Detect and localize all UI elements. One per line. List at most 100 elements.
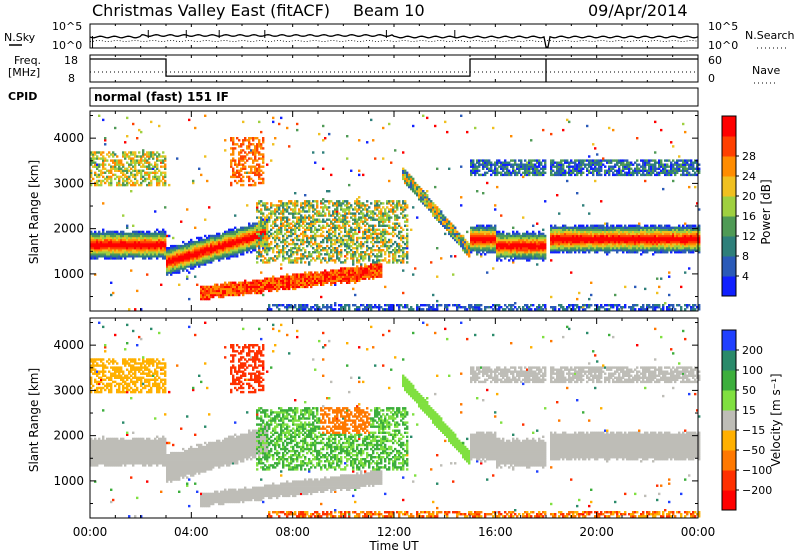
power-cell: [340, 304, 343, 307]
power-cell: [114, 234, 117, 238]
power-cell: [304, 273, 307, 276]
power-cell: [296, 234, 299, 238]
power-cell: [378, 228, 381, 231]
power-cell: [300, 277, 303, 280]
power-cell: [412, 124, 415, 128]
power-cell: [154, 251, 157, 254]
power-cell: [140, 161, 143, 164]
power-cell: [328, 238, 331, 242]
power-cell: [346, 157, 349, 160]
power-cell: [312, 220, 315, 223]
power-cell: [304, 200, 307, 203]
power-cell: [96, 240, 99, 244]
noise-ytick-top: 10^5: [52, 20, 82, 33]
power-cell: [326, 249, 329, 252]
power-cell: [320, 200, 323, 203]
power-cell: [94, 153, 97, 156]
power-cell: [192, 244, 195, 248]
power-cell: [338, 228, 341, 231]
power-cell: [166, 251, 169, 254]
power-cell: [340, 267, 343, 270]
power-cell: [402, 234, 405, 238]
power-cell: [328, 271, 331, 274]
power-cell: [316, 214, 319, 217]
power-cell: [352, 257, 355, 260]
power-cell: [264, 202, 267, 205]
power-cell: [362, 244, 365, 248]
power-cell: [138, 240, 141, 244]
power-cell: [162, 257, 165, 260]
power-cell: [164, 165, 167, 168]
power-cell: [170, 257, 173, 260]
power-cell: [130, 232, 133, 236]
power-cell: [346, 216, 349, 219]
power-cell: [216, 249, 219, 252]
power-cell: [282, 287, 285, 291]
power-cell: [194, 247, 197, 250]
power-cell: [308, 214, 311, 217]
power-cell: [282, 222, 285, 225]
power-cell: [342, 200, 345, 203]
power-cell: [244, 167, 247, 170]
power-cell: [234, 281, 237, 284]
power-cell: [330, 249, 333, 252]
power-cell: [264, 257, 267, 260]
power-cell: [310, 277, 313, 280]
power-cell: [286, 279, 289, 282]
power-cell: [498, 308, 501, 311]
power-cell: [304, 285, 307, 289]
power-cell: [242, 230, 245, 234]
power-cell: [312, 236, 315, 240]
power-cell: [268, 212, 271, 215]
power-cell: [362, 308, 365, 311]
power-cell: [144, 232, 147, 236]
power-cell: [290, 253, 293, 256]
power-cell: [318, 255, 321, 258]
power-cell: [340, 306, 343, 309]
power-cell: [404, 224, 407, 227]
power-cell: [224, 238, 227, 242]
power-cell: [302, 285, 305, 289]
power-cell: [164, 163, 167, 166]
power-cell: [188, 253, 191, 256]
power-cell: [356, 251, 359, 254]
power-cell: [240, 236, 243, 240]
power-cell: [240, 149, 243, 152]
power-cell: [236, 175, 239, 179]
power-cell: [314, 242, 317, 246]
power-cell: [108, 183, 111, 187]
power-cell: [246, 159, 249, 162]
power-cell: [252, 281, 255, 284]
power-cell: [120, 242, 123, 246]
power-cell: [254, 153, 257, 156]
power-cell: [368, 228, 371, 231]
power-cell: [170, 251, 173, 254]
power-cell: [240, 251, 243, 254]
power-cell: [228, 255, 231, 258]
power-cell: [208, 261, 211, 264]
power-cell: [172, 253, 175, 256]
power-cell: [124, 141, 127, 144]
power-cell: [244, 247, 247, 250]
power-cell: [240, 234, 243, 238]
power-cell: [410, 181, 413, 185]
power-cell: [226, 238, 229, 242]
power-cell: [160, 251, 163, 254]
power-cell: [364, 218, 367, 221]
power-cell: [460, 196, 463, 199]
power-cell: [356, 249, 359, 252]
power-cell: [252, 226, 255, 229]
power-cell: [400, 230, 403, 234]
power-cell: [292, 247, 295, 250]
power-cell: [318, 224, 321, 227]
power-cell: [94, 257, 97, 260]
power-cell: [340, 240, 343, 244]
power-cell: [244, 236, 247, 240]
power-cell: [284, 277, 287, 280]
power-cell: [308, 277, 311, 280]
power-cell: [502, 230, 505, 234]
power-cell: [278, 212, 281, 215]
power-cell: [252, 287, 255, 291]
power-cell: [296, 253, 299, 256]
power-cell: [350, 269, 353, 272]
